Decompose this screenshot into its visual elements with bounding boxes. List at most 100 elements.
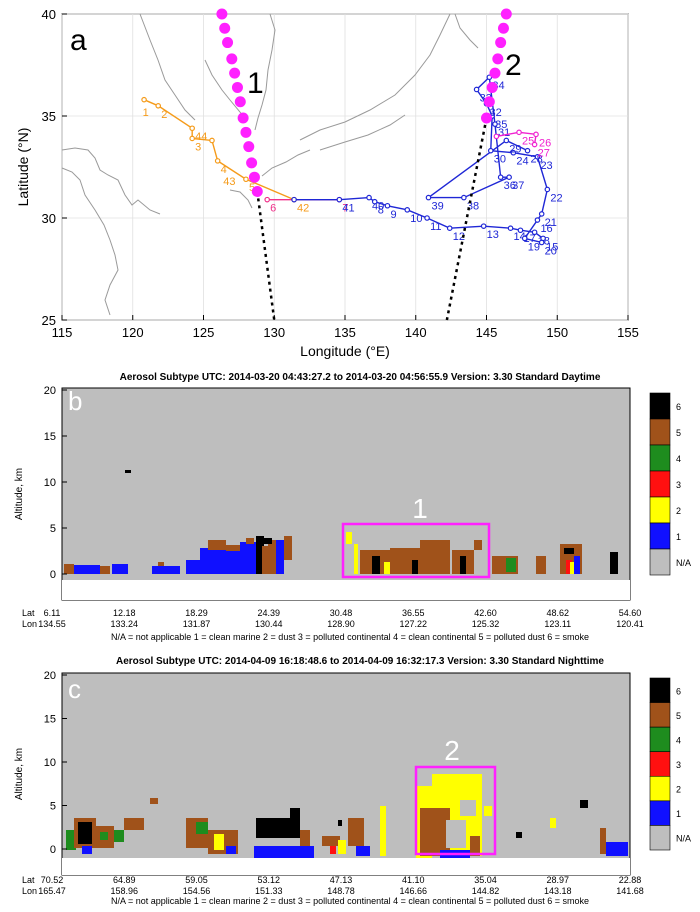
trajectory-point-label: 30 bbox=[494, 154, 506, 166]
trajectory-point-label: 31 bbox=[498, 127, 510, 139]
panel_b-lat-value: 6.11 bbox=[44, 608, 61, 618]
trajectory-point-label: 36 bbox=[504, 180, 516, 192]
trajectory-point bbox=[371, 198, 378, 205]
colorbar-swatch bbox=[649, 470, 671, 498]
trajectory-point-label: 4 bbox=[221, 164, 227, 176]
panel_c-lon-value: 144.82 bbox=[472, 886, 500, 896]
panel_c-y-tick-label: 5 bbox=[50, 801, 56, 813]
panel-c-colorbar: 6 5 4 3 2 1 N/A bbox=[649, 677, 691, 851]
colorbar-swatch bbox=[649, 775, 671, 802]
panel_c-lon-value: 143.18 bbox=[544, 886, 572, 896]
trajectory-point bbox=[510, 149, 517, 156]
colorbar-swatch bbox=[649, 496, 671, 524]
colorbar-swatch bbox=[649, 702, 671, 728]
panel-b-box-label: 1 bbox=[412, 493, 428, 524]
trajectory-point-label: 42 bbox=[297, 203, 309, 215]
panel_b-lat-value: 30.48 bbox=[330, 608, 353, 618]
trajectory-point bbox=[531, 141, 538, 148]
trajectory-point bbox=[521, 235, 528, 242]
trajectory-point-label: 15 bbox=[546, 241, 558, 253]
trajectory-point bbox=[531, 229, 538, 236]
map-x-tick-label: 115 bbox=[52, 325, 73, 340]
satellite-track-point bbox=[486, 81, 498, 93]
map-x-tick-label: 120 bbox=[122, 325, 144, 340]
trajectory-point-label: 5 bbox=[249, 182, 255, 194]
trajectory-point-label: 12 bbox=[453, 231, 465, 243]
panel_c-lat-value: 28.97 bbox=[546, 875, 569, 885]
colorbar-swatch bbox=[649, 522, 671, 550]
colorbar-label: 3 bbox=[676, 760, 681, 770]
colorbar-swatch bbox=[649, 677, 671, 703]
trajectory-point-label: 44 bbox=[195, 131, 207, 143]
satellite-track-point bbox=[246, 157, 258, 169]
panel_b-lon-value: 125.32 bbox=[472, 619, 500, 629]
map-x-tick-label: 155 bbox=[617, 325, 639, 340]
satellite-track-point bbox=[216, 8, 228, 20]
trajectory-point bbox=[506, 174, 512, 181]
trajectory-point bbox=[517, 227, 524, 234]
panel-b-letter: b bbox=[68, 386, 82, 416]
map-x-axis-label: Longitude (°E) bbox=[300, 343, 390, 359]
satellite-track-point bbox=[497, 22, 509, 34]
trajectory-point bbox=[544, 186, 551, 193]
colorbar-label: 4 bbox=[676, 735, 681, 745]
trajectory-point-label: 2 bbox=[161, 109, 167, 121]
panel_b-y-tick-label: 10 bbox=[44, 477, 56, 489]
trajectory-point bbox=[336, 196, 343, 203]
trajectory-point bbox=[516, 129, 522, 136]
satellite-track-point bbox=[495, 37, 507, 49]
panel_b-lat-value: 42.60 bbox=[474, 608, 497, 618]
trajectory-point-label: 3 bbox=[195, 141, 201, 153]
panel-c-profile: Aerosol Subtype UTC: 2014-04-09 16:18:48… bbox=[14, 656, 691, 906]
panel_c-lat-value: 53.12 bbox=[257, 875, 280, 885]
panel_c-lat-value: 22.88 bbox=[619, 875, 642, 885]
colorbar-label: 1 bbox=[676, 809, 681, 819]
panel_b-y-tick-label: 0 bbox=[50, 569, 56, 581]
panel-b-plot-area bbox=[61, 387, 631, 601]
colorbar-label: 2 bbox=[676, 506, 681, 516]
panel_b-y-tick-label: 20 bbox=[44, 385, 56, 397]
trajectory-point bbox=[487, 147, 494, 154]
trajectory-point bbox=[243, 176, 249, 183]
panel_c-lon-value: 146.66 bbox=[399, 886, 427, 896]
map-x-ticks: 115 120 125 130 135 140 145 150 155 bbox=[52, 315, 639, 340]
colorbar-swatch bbox=[649, 825, 671, 851]
panel-a-map: 2443454214367414089101112131417181520191… bbox=[15, 7, 639, 359]
satellite-track-point bbox=[481, 112, 492, 124]
panel_b-lon-value: 130.44 bbox=[255, 619, 283, 629]
panel-b-legend-text: N/A = not applicable 1 = clean marine 2 … bbox=[111, 632, 589, 642]
trajectory-point bbox=[534, 154, 541, 160]
trajectory-point bbox=[384, 202, 391, 209]
satellite-track-point bbox=[231, 81, 243, 93]
panel_b-lon-value: 131.87 bbox=[183, 619, 211, 629]
trajectory-point bbox=[473, 86, 480, 93]
panel_b-lon-value: 120.41 bbox=[616, 619, 644, 629]
panel_c-lat-value: 70.52 bbox=[41, 875, 64, 885]
panel_b-lat-value: 12.18 bbox=[113, 608, 136, 618]
trajectory-point bbox=[404, 207, 411, 213]
panel_c-lat-value: 47.13 bbox=[330, 875, 353, 885]
trajectory-point-label: 19 bbox=[528, 241, 540, 253]
map-x-tick-label: 150 bbox=[546, 325, 568, 340]
colorbar-label: N/A bbox=[676, 834, 691, 844]
trajectory-point-label: 17 bbox=[523, 233, 535, 245]
map-y-tick-label: 25 bbox=[42, 313, 56, 328]
trajectory-point-label: 16 bbox=[540, 223, 552, 235]
trajectory-point-label: 21 bbox=[545, 217, 557, 229]
panel_c-lon-value: 141.68 bbox=[616, 886, 644, 896]
trajectory-point-label: 39 bbox=[431, 201, 443, 213]
trajectory-point-label: 7 bbox=[342, 203, 348, 215]
trajectory-point bbox=[493, 133, 500, 140]
map-x-tick-label: 145 bbox=[476, 325, 498, 340]
trajectory-point-label: 23 bbox=[540, 160, 552, 172]
trajectory-point bbox=[492, 121, 498, 127]
trajectory-point-label: 13 bbox=[487, 229, 499, 241]
panel-b-aerosol-layers bbox=[62, 470, 630, 600]
panel_b-lat-value: 54.60 bbox=[619, 608, 642, 618]
panel-c-box-label: 2 bbox=[444, 735, 460, 766]
satellite-track-point bbox=[237, 112, 249, 124]
panel-b-y-ticks: 20 15 10 5 0 bbox=[44, 385, 67, 581]
coastline-shapes bbox=[61, 13, 479, 316]
